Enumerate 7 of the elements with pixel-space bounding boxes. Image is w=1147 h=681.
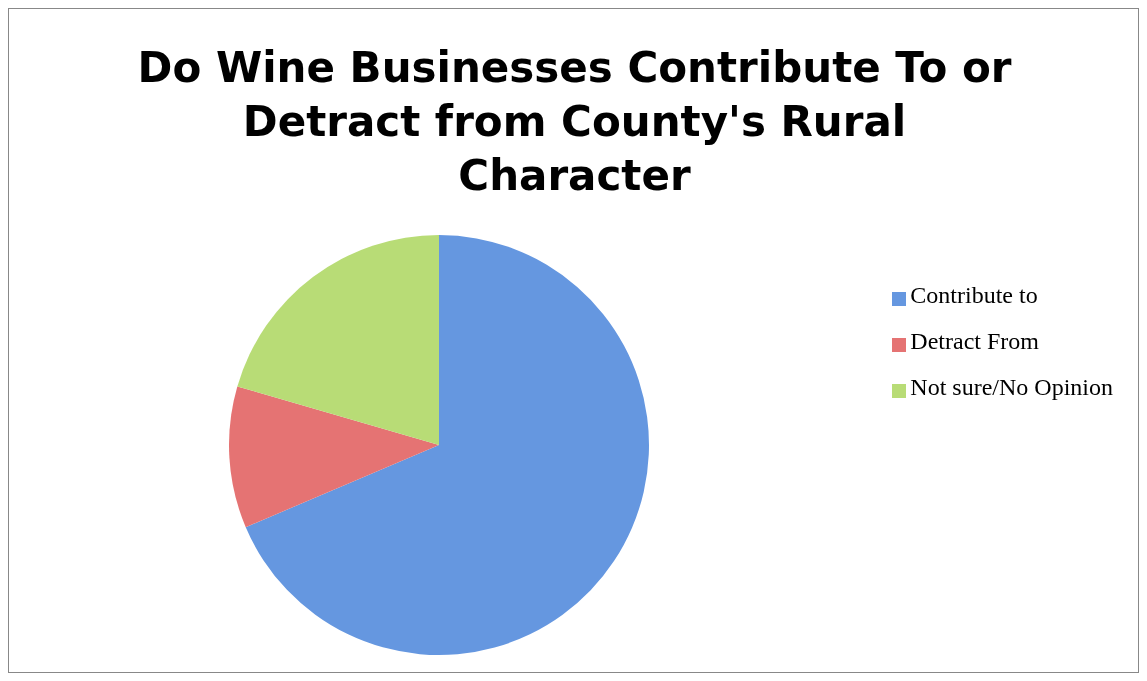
chart-title: Do Wine Businesses Contribute To or Detract from County's Rural Character [136,42,1013,202]
pie-slice [229,386,439,528]
pie-slice [237,235,439,445]
legend-label: Detract From [910,327,1039,354]
pie-slice [245,235,649,655]
legend-label: Contribute to [910,281,1038,308]
legend-label: Not sure/No Opinion [910,373,1113,400]
